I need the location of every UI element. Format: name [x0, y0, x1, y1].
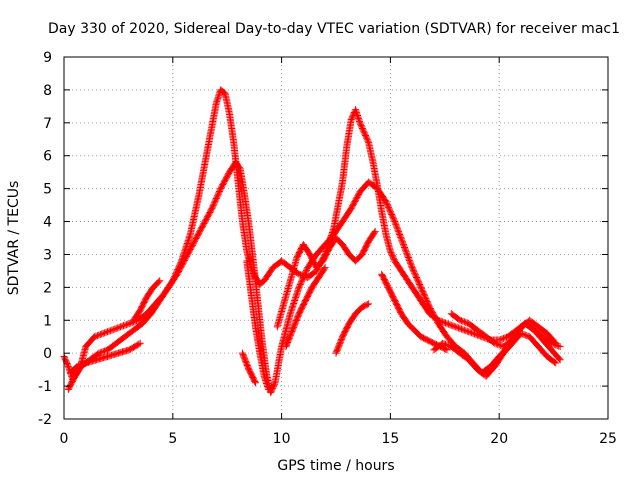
- y-tick-label: 4: [43, 215, 52, 231]
- data-point-marker: [295, 283, 303, 291]
- data-point-marker: [460, 326, 468, 334]
- x-tick-label: 10: [273, 431, 291, 447]
- series-satellite-track-e: [243, 257, 273, 393]
- plot-area-border: [63, 56, 609, 420]
- y-axis-title: SDTVAR / TECUs: [6, 181, 22, 296]
- series-satellite-track-d: [130, 277, 164, 324]
- series-trail-markers: [243, 259, 272, 392]
- data-point-marker: [99, 329, 107, 337]
- y-tick-label: 9: [43, 50, 52, 66]
- y-tick-label: 1: [43, 313, 52, 329]
- series-trail-markers: [130, 278, 163, 323]
- data-point-marker: [452, 323, 460, 331]
- y-tick-label: 3: [43, 247, 52, 263]
- y-tick-label: -1: [38, 379, 52, 395]
- data-point-marker: [417, 283, 425, 291]
- series-satellite-track-g: [273, 227, 379, 331]
- series-satellite-track-h: [282, 264, 329, 351]
- y-tick-label: 8: [43, 83, 52, 99]
- x-axis-tick-labels: 0 5 10 15 20 25: [60, 431, 617, 447]
- x-axis-title: GPS time / hours: [277, 458, 394, 474]
- data-point-marker: [125, 320, 133, 328]
- data-point-marker: [391, 218, 399, 226]
- y-tick-label: 6: [43, 149, 52, 165]
- series-satellite-track-j: [378, 270, 451, 354]
- series-trail-markers: [68, 340, 143, 376]
- series-satellite-track-l: [447, 310, 560, 351]
- data-series: [60, 86, 564, 397]
- series-trail-markers: [239, 351, 259, 385]
- x-tick-label: 25: [599, 431, 617, 447]
- x-tick-label: 20: [490, 431, 508, 447]
- series-satellite-track-f: [238, 349, 259, 387]
- data-point-marker: [108, 326, 116, 334]
- x-tick-label: 15: [381, 431, 399, 447]
- series-satellite-track-c: [67, 339, 144, 377]
- y-tick-label: 7: [43, 116, 52, 132]
- y-tick-label: 0: [43, 346, 52, 362]
- series-satellite-track-i: [332, 300, 373, 357]
- data-point-marker: [352, 106, 360, 114]
- data-point-marker: [117, 323, 125, 331]
- y-axis-tick-labels: -2 -1 0 1 2 3 4 5 6 7 8 9: [38, 50, 52, 428]
- series-satellite-track-k: [430, 329, 560, 380]
- data-point-marker: [443, 320, 451, 328]
- x-tick-label: 5: [168, 431, 177, 447]
- axis-ticks: [63, 56, 609, 420]
- series-trail-markers: [274, 229, 378, 329]
- data-point-marker: [399, 241, 407, 249]
- y-tick-label: -2: [38, 412, 52, 428]
- chart-title: Day 330 of 2020, Sidereal Day-to-day VTE…: [48, 21, 620, 37]
- y-tick-label: 2: [43, 280, 52, 296]
- series-trail-markers: [333, 301, 371, 356]
- x-tick-label: 0: [60, 431, 69, 447]
- y-tick-label: 5: [43, 182, 52, 198]
- series-trail-markers: [283, 265, 328, 349]
- series-trail-markers: [449, 311, 559, 350]
- data-point-marker: [469, 329, 477, 337]
